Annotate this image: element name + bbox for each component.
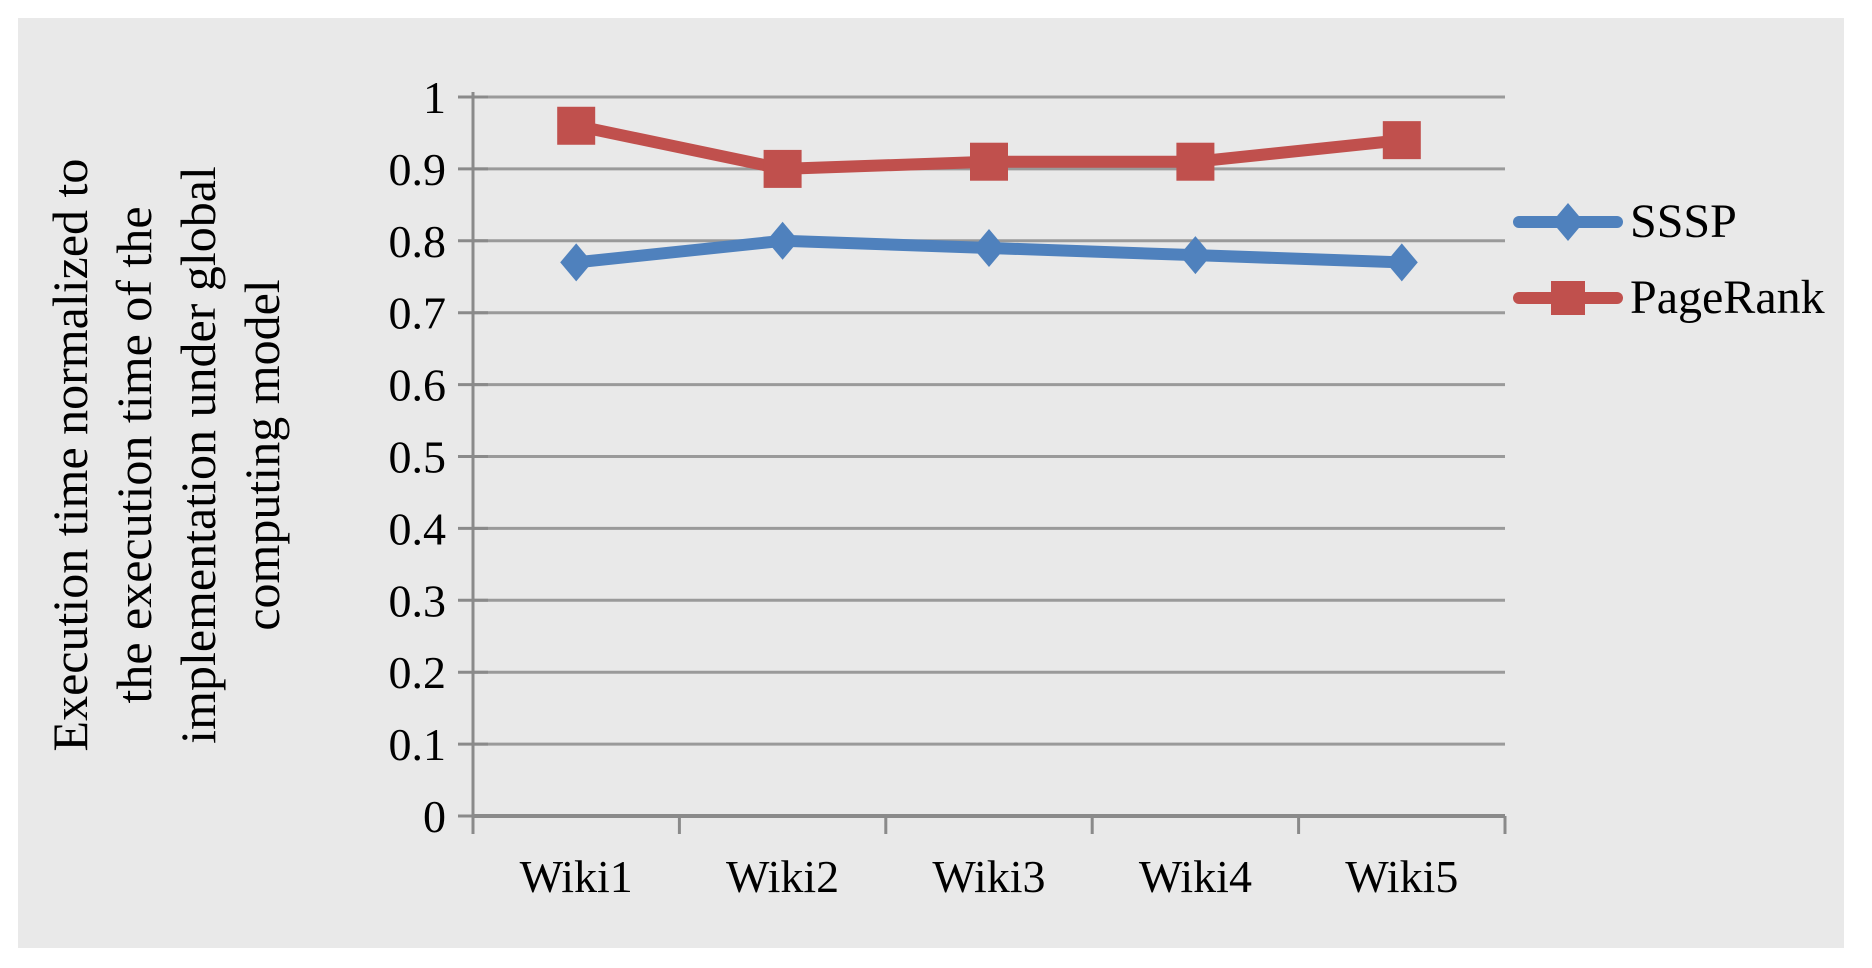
x-tick-label: Wiki4 bbox=[1139, 851, 1252, 902]
marker-pagerank-wiki1 bbox=[557, 106, 596, 145]
marker-pagerank-wiki2 bbox=[763, 149, 802, 188]
y-tick-label: 1 bbox=[423, 72, 446, 123]
x-tick-label: Wiki1 bbox=[520, 851, 633, 902]
x-tick-label: Wiki3 bbox=[932, 851, 1045, 902]
y-tick-label: 0.1 bbox=[389, 719, 447, 770]
sssp-line-marker-icon bbox=[1513, 203, 1623, 241]
marker-sssp-wiki3 bbox=[973, 228, 1005, 267]
y-tick-label: 0.3 bbox=[389, 575, 447, 626]
marker-sssp-wiki1 bbox=[560, 243, 593, 282]
y-tick-label: 0.2 bbox=[389, 647, 447, 698]
legend-label-sssp: SSSP bbox=[1630, 195, 1737, 248]
y-tick-label: 0.6 bbox=[389, 360, 447, 411]
marker-pagerank-wiki4 bbox=[1176, 142, 1215, 181]
y-tick-label: 0.4 bbox=[389, 503, 447, 554]
legend: SSSP PageRank bbox=[1513, 195, 1825, 324]
chart-area bbox=[18, 18, 1844, 948]
marker-pagerank-wiki5 bbox=[1382, 121, 1421, 160]
x-tick-label: Wiki2 bbox=[726, 851, 839, 902]
marker-pagerank-wiki3 bbox=[970, 142, 1008, 181]
legend-label-pagerank: PageRank bbox=[1630, 271, 1825, 324]
legend-item-sssp: SSSP bbox=[1513, 195, 1825, 248]
y-tick-label: 0.5 bbox=[389, 432, 447, 483]
y-tick-label: 0 bbox=[423, 791, 446, 842]
pagerank-line-marker-icon bbox=[1513, 281, 1623, 315]
y-tick-label: 0.8 bbox=[389, 216, 447, 267]
marker-sssp-wiki4 bbox=[1179, 236, 1212, 275]
y-tick-label: 0.9 bbox=[389, 144, 447, 195]
marker-sssp-wiki5 bbox=[1385, 243, 1418, 282]
x-tick-label: Wiki5 bbox=[1345, 851, 1458, 902]
legend-item-pagerank: PageRank bbox=[1513, 271, 1825, 324]
marker-sssp-wiki2 bbox=[766, 221, 799, 260]
y-tick-label: 0.7 bbox=[389, 288, 447, 339]
